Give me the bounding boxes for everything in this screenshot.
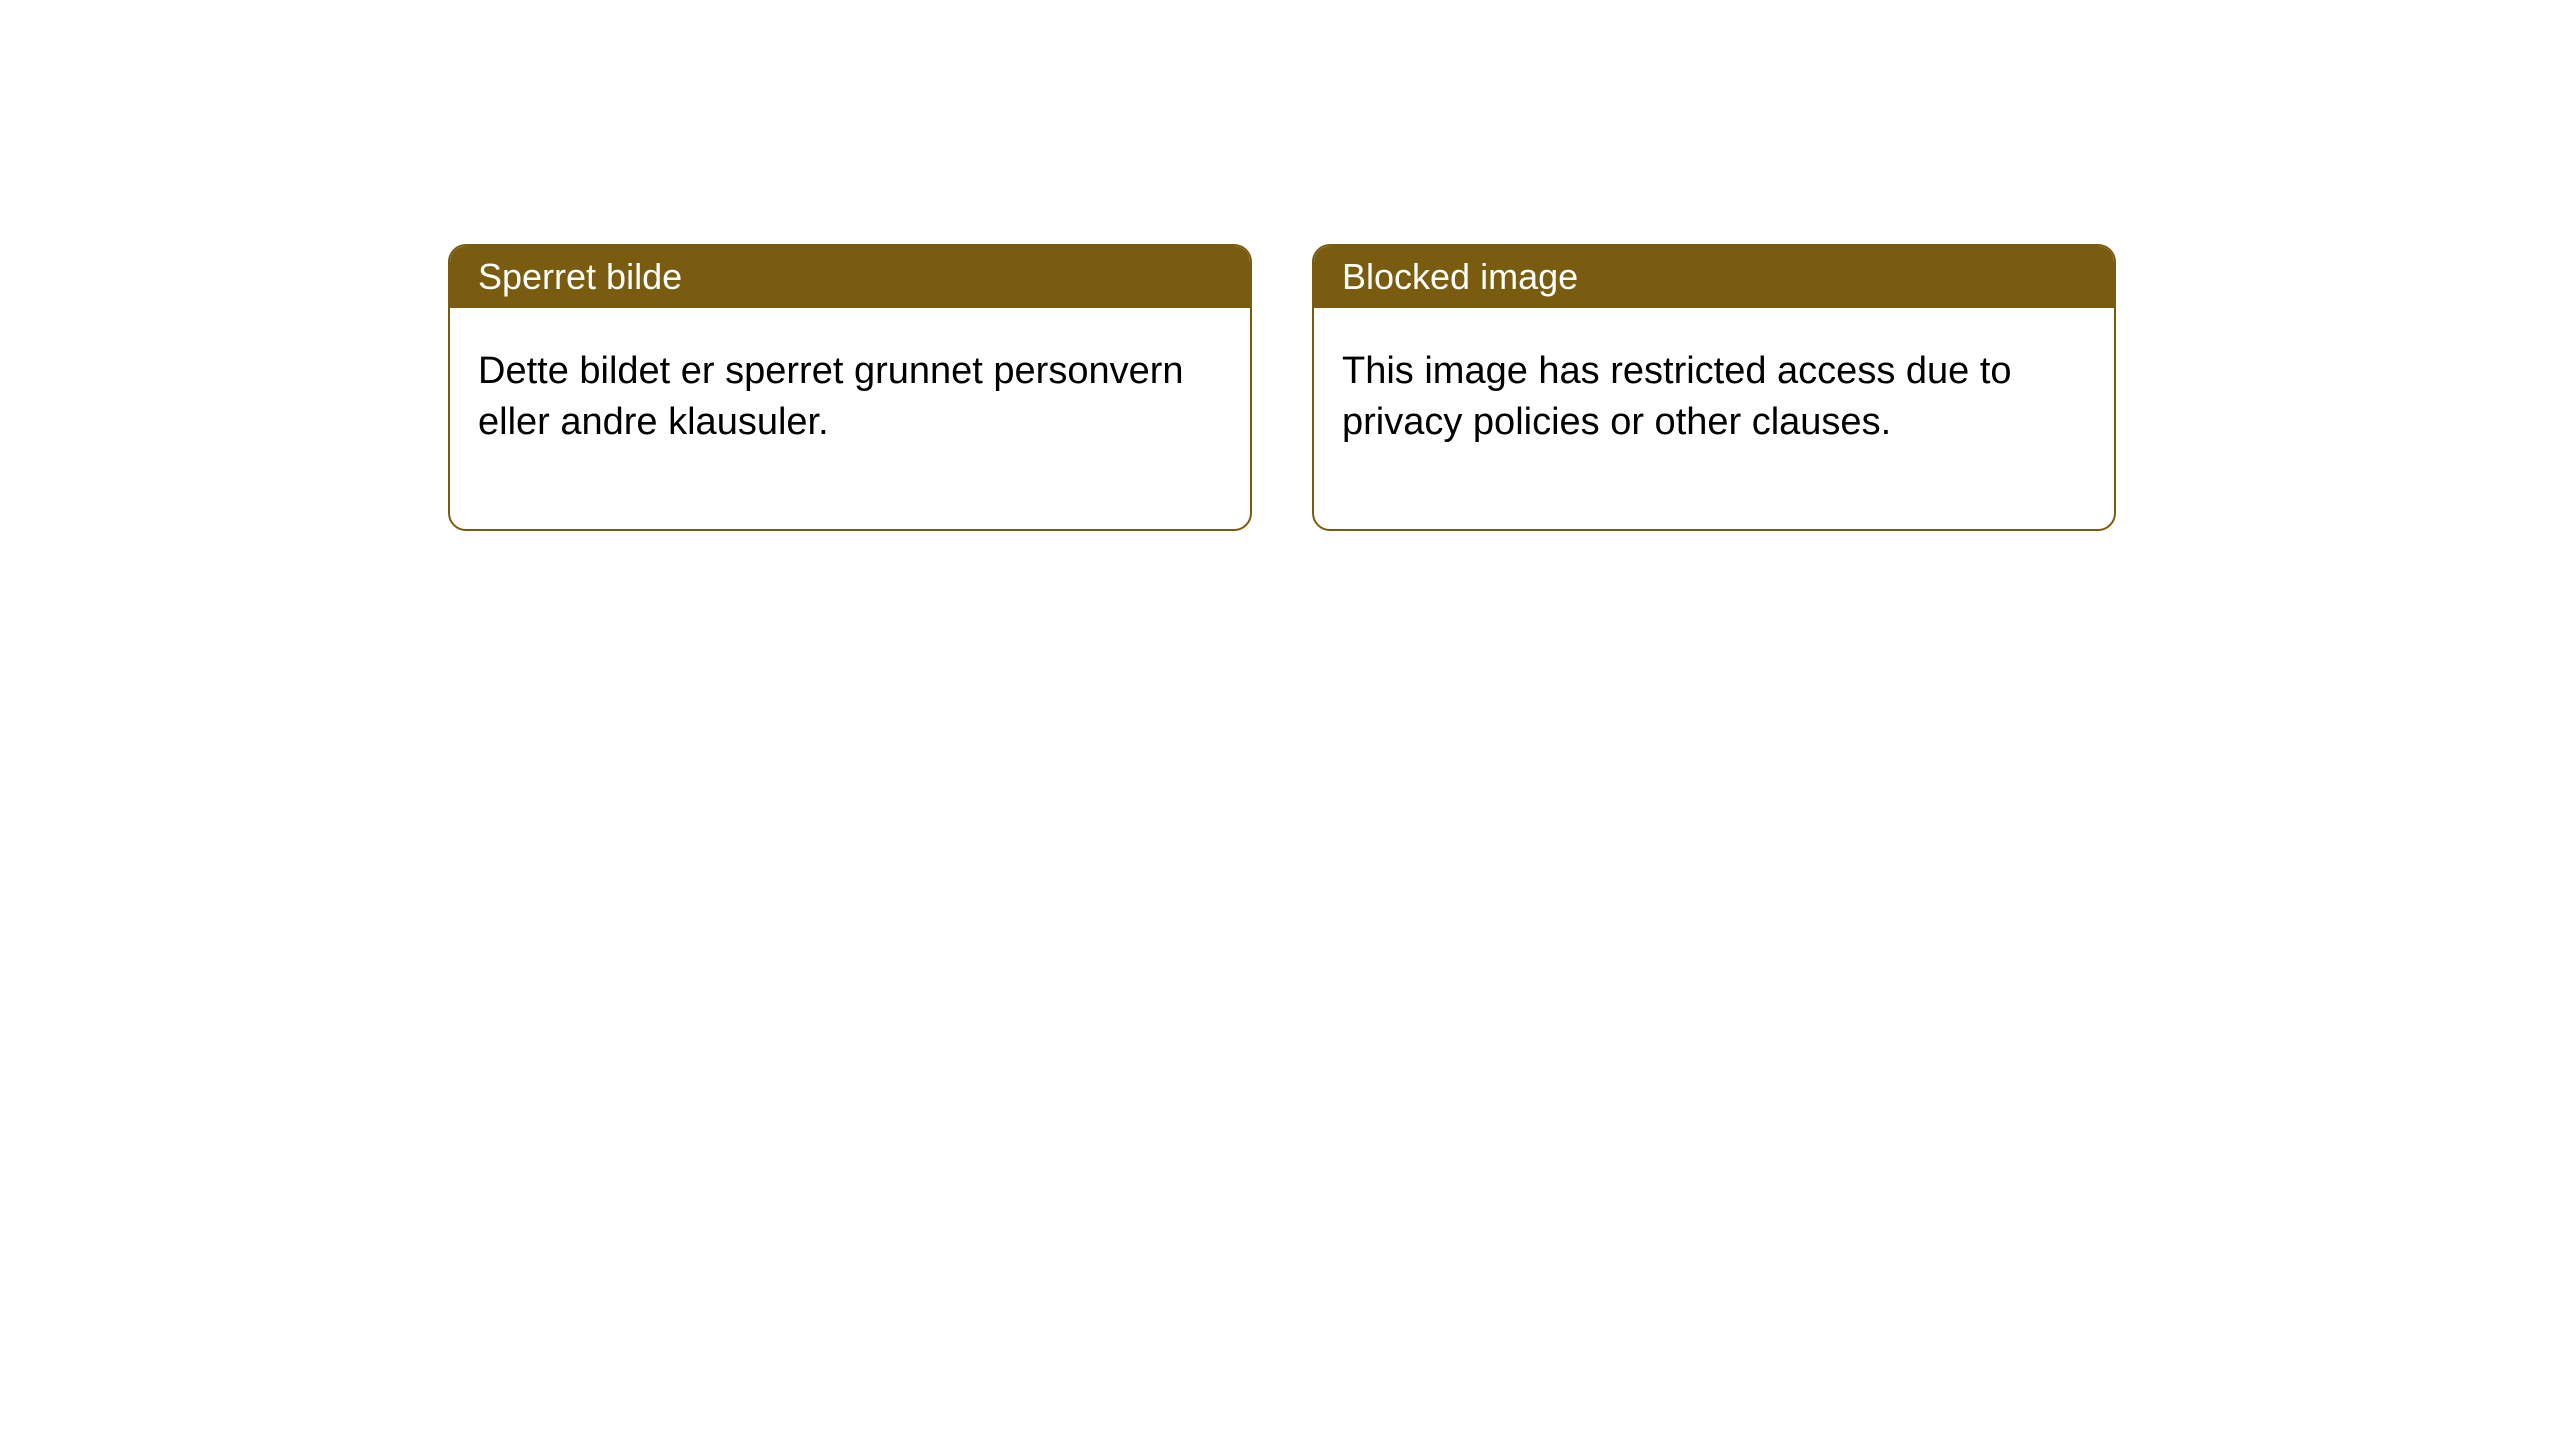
card-header: Sperret bilde	[450, 246, 1250, 308]
card-title: Blocked image	[1342, 256, 1578, 297]
card-header: Blocked image	[1314, 246, 2114, 308]
card-title: Sperret bilde	[478, 256, 682, 297]
card-body: This image has restricted access due to …	[1314, 308, 2114, 529]
card-body-text: Dette bildet er sperret grunnet personve…	[478, 350, 1184, 443]
notice-container: Sperret bilde Dette bildet er sperret gr…	[0, 0, 2560, 531]
notice-card-english: Blocked image This image has restricted …	[1312, 244, 2116, 531]
notice-card-norwegian: Sperret bilde Dette bildet er sperret gr…	[448, 244, 1252, 531]
card-body: Dette bildet er sperret grunnet personve…	[450, 308, 1250, 529]
card-body-text: This image has restricted access due to …	[1342, 350, 2012, 443]
